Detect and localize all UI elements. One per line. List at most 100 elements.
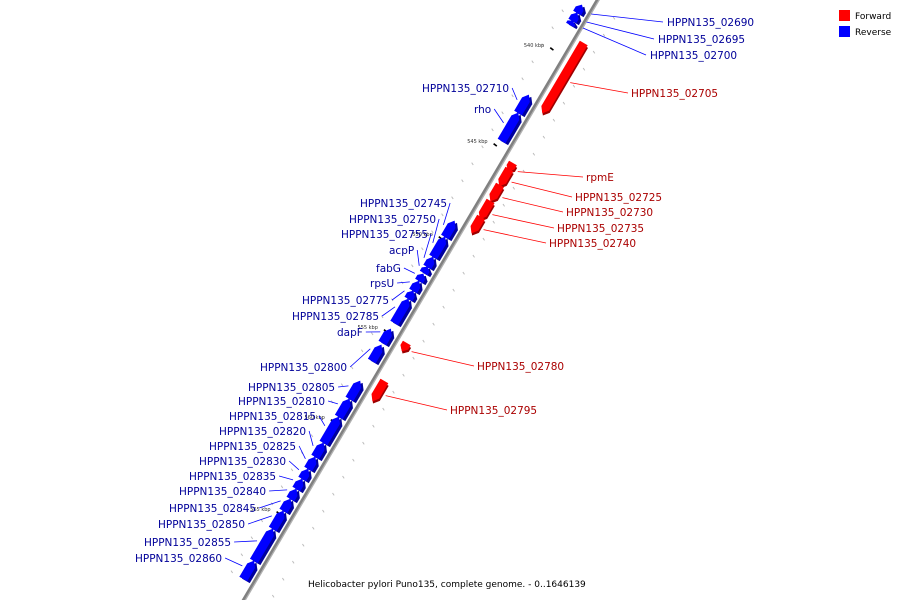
gene-label-hppn135-02735: HPPN135_02735 — [557, 223, 644, 235]
gene-label-rpme: rpmE — [586, 172, 614, 184]
scale-dash — [461, 179, 464, 183]
gene-label-hppn135-02750: HPPN135_02750 — [349, 214, 436, 226]
scale-dash — [412, 356, 415, 360]
forward-gene-hppn135-02795[interactable] — [371, 378, 389, 404]
forward-gene-hppn135-02780[interactable] — [400, 340, 412, 354]
gene-highlight — [286, 496, 295, 502]
scale-dash — [302, 543, 305, 547]
gene-top-face — [541, 41, 588, 114]
gene-highlight — [404, 296, 413, 302]
gene-label-acpp: acpP — [389, 245, 414, 257]
forward-gene-hppn135-02725[interactable] — [498, 166, 514, 189]
gene-highlight — [239, 576, 248, 582]
scale-dash — [340, 383, 344, 387]
gene-label-hppn135-02785: HPPN135_02785 — [292, 311, 379, 323]
gene-labels-layer: HPPN135_02705 rpmE HPPN135_02725 HPPN135_02… — [135, 13, 754, 567]
gene-leader-line — [397, 281, 410, 284]
gene-leader-line — [308, 430, 314, 446]
reverse-gene-hppn135-02840[interactable] — [286, 488, 300, 504]
gene-highlight — [486, 198, 495, 204]
scale-dash — [471, 162, 474, 166]
reverse-gene-rho[interactable] — [497, 112, 522, 146]
scale-dash — [431, 230, 434, 234]
gene-leader-line — [381, 306, 396, 317]
reverse-gene-hppn135-02845[interactable] — [279, 498, 294, 516]
gene-label-hppn135-02710: HPPN135_02710 — [422, 83, 509, 95]
scale-dash — [441, 213, 444, 217]
scale-dash — [491, 128, 494, 132]
gene-label-hppn135-02860: HPPN135_02860 — [135, 553, 222, 565]
scale-dash — [402, 373, 405, 377]
gene-highlight — [441, 234, 450, 240]
kbp-tick-label: 565 kbp — [250, 507, 270, 513]
scale-dash — [481, 145, 484, 149]
reverse-gene-hppn135-02815[interactable] — [319, 416, 343, 448]
reverse-gene-dapf[interactable] — [378, 328, 395, 348]
gene-label-dapf: dapF — [337, 327, 363, 339]
gene-top-face — [279, 498, 292, 513]
gene-top-face — [345, 380, 362, 401]
genome-backbone-layer — [241, 0, 600, 600]
kbp-tick-mark — [549, 47, 554, 51]
gene-top-face — [250, 528, 274, 563]
forward-gene-hppn135-02730[interactable] — [489, 182, 505, 204]
gene-top-face — [506, 161, 517, 172]
gene-label-hppn135-02700: HPPN135_02700 — [650, 50, 737, 62]
reverse-gene-hppn135-02775[interactable] — [404, 290, 418, 304]
reverse-gene-acpp[interactable] — [419, 266, 432, 278]
gene-highlight — [345, 396, 354, 402]
reverse-gene-hppn135-02855[interactable] — [250, 528, 277, 566]
reverse-gene-hppn135-02750[interactable] — [429, 236, 449, 262]
gene-leader-line — [234, 540, 258, 543]
gene-label-hppn135-02725: HPPN135_02725 — [575, 192, 662, 204]
scale-dash — [572, 84, 576, 88]
gene-label-hppn135-02830: HPPN135_02830 — [199, 456, 286, 468]
gene-label-fabg: fabG — [376, 263, 401, 275]
gene-top-face — [489, 183, 504, 202]
forward-gene-hppn135-02705[interactable] — [541, 40, 589, 116]
gene-highlight — [304, 466, 313, 472]
gene-highlight — [311, 454, 320, 460]
forward-gene-hppn135-02735[interactable] — [478, 198, 495, 222]
scale-dash — [462, 271, 465, 275]
gene-leader-line — [586, 21, 655, 40]
scale-dash — [602, 33, 606, 37]
gene-label-hppn135-02855: HPPN135_02855 — [144, 537, 231, 549]
gene-highlight — [497, 138, 506, 144]
reverse-gene-hppn135-02690[interactable] — [573, 4, 586, 18]
scale-dash — [322, 509, 325, 513]
gene-top-face — [573, 4, 584, 15]
reverse-gene-hppn135-02695[interactable] — [568, 12, 582, 26]
gene-highlight — [415, 278, 424, 284]
forward-gene-hppn135-02740[interactable] — [470, 214, 486, 236]
reverse-gene-hppn135-02755[interactable] — [423, 256, 437, 272]
reverse-gene-hppn135-02810[interactable] — [334, 398, 353, 422]
gene-highlight — [279, 508, 288, 514]
reverse-gene-hppn135-02700[interactable] — [566, 20, 578, 30]
reverse-gene-hppn135-02745[interactable] — [441, 220, 458, 242]
gene-label-hppn135-02815: HPPN135_02815 — [229, 411, 316, 423]
gene-top-face — [335, 398, 351, 419]
reverse-gene-hppn135-02825[interactable] — [304, 456, 319, 474]
reverse-gene-hppn135-02830[interactable] — [298, 468, 312, 484]
scale-dash — [342, 475, 345, 479]
reverse-gene-hppn135-02805[interactable] — [345, 380, 364, 404]
reverse-gene-hppn135-02860[interactable] — [239, 560, 258, 584]
reverse-gene-hppn135-02785[interactable] — [390, 298, 412, 328]
reverse-gene-rpsu[interactable] — [409, 280, 423, 296]
reverse-gene-fabg[interactable] — [415, 273, 428, 286]
gene-leader-line — [269, 489, 288, 492]
scale-dash — [482, 237, 485, 241]
scale-dash — [592, 50, 596, 54]
gene-highlight — [334, 414, 344, 420]
gene-leader-line — [298, 445, 306, 460]
gene-leader-line — [391, 290, 405, 301]
gene-leader-line — [338, 385, 349, 388]
reverse-gene-hppn135-02835[interactable] — [292, 478, 306, 494]
reverse-gene-hppn135-02800[interactable] — [367, 344, 385, 366]
kbp-tick-label: 555 kbp — [358, 325, 378, 331]
gene-leader-line — [279, 475, 294, 481]
gene-leader-line — [511, 87, 518, 101]
reverse-gene-hppn135-02820[interactable] — [311, 442, 328, 462]
reverse-gene-hppn135-02710[interactable] — [514, 94, 533, 118]
